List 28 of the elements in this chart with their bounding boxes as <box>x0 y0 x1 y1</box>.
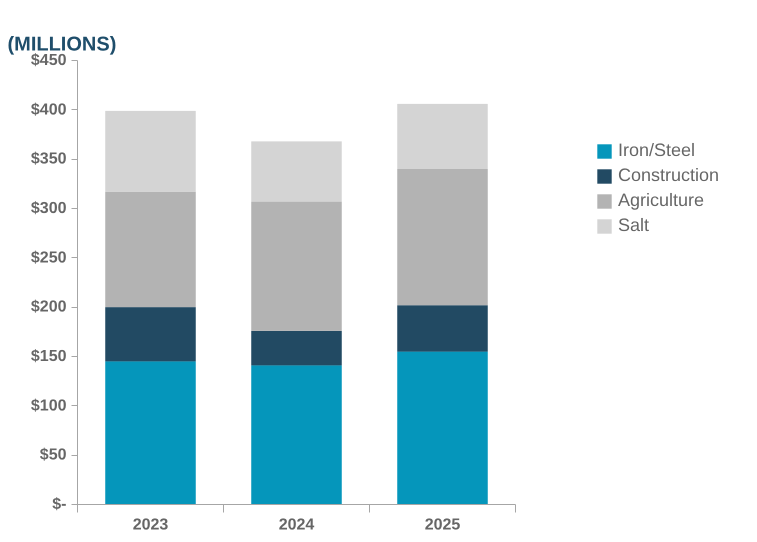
bar <box>251 202 342 331</box>
y-tick-label: $350 <box>30 150 67 168</box>
y-tick-label: $200 <box>30 298 67 316</box>
legend-label: Salt <box>618 215 650 236</box>
y-tick-label: $150 <box>30 348 67 365</box>
y-tick-label: $50 <box>40 446 67 464</box>
bar <box>251 141 342 202</box>
y-tick-label: $400 <box>30 101 67 118</box>
y-tick-label: $100 <box>30 397 67 414</box>
bar <box>105 307 196 362</box>
bar <box>251 330 342 366</box>
bar <box>105 192 196 308</box>
bar <box>397 169 488 306</box>
bar <box>105 110 196 192</box>
legend-label: Agriculture <box>618 190 704 211</box>
bar <box>105 361 196 504</box>
legend-label: Iron/Steel <box>618 140 696 161</box>
bar <box>397 104 488 170</box>
y-tick-label: $250 <box>30 249 67 266</box>
legend-label: Construction <box>618 165 720 186</box>
x-tick-label: 2023 <box>132 516 168 534</box>
y-tick-label: $- <box>52 496 67 513</box>
bar <box>397 305 488 352</box>
bar <box>251 365 342 504</box>
bar <box>397 352 488 504</box>
x-tick-label: 2025 <box>424 516 460 534</box>
y-tick-label: $300 <box>30 200 67 217</box>
x-tick-label: 2024 <box>278 516 314 534</box>
